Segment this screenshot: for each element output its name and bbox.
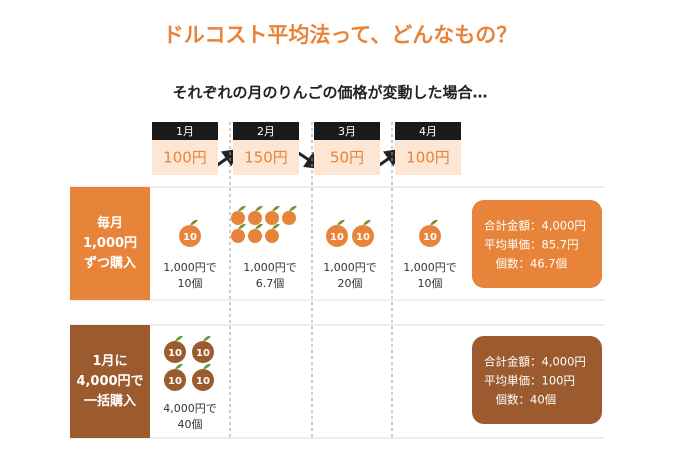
apple-leaf <box>190 219 198 225</box>
month-label: 3月 <box>338 125 356 138</box>
apple-leaf <box>203 335 211 341</box>
title: ドルコスト平均法って、どんなもの？ <box>163 23 517 47</box>
price-label: 100円 <box>163 149 207 167</box>
apple-label: 10 <box>183 232 197 243</box>
plan-label: ずつ購入 <box>84 255 136 271</box>
summary-line: 個数：46.7個 <box>484 257 567 271</box>
apple <box>248 229 262 243</box>
apple-label: 10 <box>168 376 182 387</box>
apple <box>282 211 296 225</box>
apple <box>352 225 374 247</box>
month-header <box>152 122 218 140</box>
summary-line: 個数：40個 <box>484 393 556 407</box>
apple <box>179 225 201 247</box>
plan-label-box <box>70 325 150 438</box>
apple-leaf <box>272 223 280 229</box>
plan-label: 4,000円で <box>76 374 143 389</box>
month-label: 1月 <box>176 125 194 138</box>
apple-leaf <box>337 219 345 225</box>
apple <box>164 369 186 391</box>
apple-leaf <box>175 335 183 341</box>
apple <box>192 369 214 391</box>
apple-leaf <box>272 205 280 211</box>
apple <box>231 211 245 225</box>
subtitle: それぞれの月のりんごの価格が変動した場合… <box>172 84 487 102</box>
purchase-text: 10個 <box>418 277 443 290</box>
price-label: 150円 <box>244 149 288 167</box>
apple <box>192 341 214 363</box>
purchase-text: 40個 <box>178 418 203 431</box>
price-box <box>314 140 380 175</box>
purchase-text: 1,000円で <box>403 261 457 274</box>
month-header <box>314 122 380 140</box>
apple-label: 10 <box>196 348 210 359</box>
summary-line: 合計金額：4,000円 <box>484 355 586 369</box>
apple <box>231 229 245 243</box>
plan-label: 毎月 <box>97 215 123 231</box>
apple-leaf <box>175 363 183 369</box>
apple <box>326 225 348 247</box>
row-lines <box>70 186 605 439</box>
plan-label: 一括購入 <box>84 393 136 409</box>
apple-leaf <box>289 205 297 211</box>
apple <box>265 229 279 243</box>
purchase-text: 1,000円で <box>243 261 297 274</box>
apple <box>164 341 186 363</box>
month-header <box>233 122 299 140</box>
summary-box <box>472 336 602 424</box>
apple <box>248 211 262 225</box>
apple-label: 10 <box>356 232 370 243</box>
summary-line: 合計金額：4,000円 <box>484 219 586 233</box>
apple <box>419 225 441 247</box>
apple-leaf <box>430 219 438 225</box>
plan-label: 1月に <box>92 354 127 369</box>
summary-box <box>472 200 602 288</box>
apple-leaf <box>255 223 263 229</box>
price-label: 100円 <box>406 149 450 167</box>
price-box <box>233 140 299 175</box>
purchase-text: 4,000円で <box>163 402 217 415</box>
plan-label: 1,000円 <box>83 236 137 251</box>
purchase-text: 6.7個 <box>256 277 285 290</box>
price-box <box>395 140 461 175</box>
month-header <box>395 122 461 140</box>
apple <box>265 211 279 225</box>
price-label: 50円 <box>330 149 364 167</box>
purchase-text: 1,000円で <box>163 261 217 274</box>
apple-label: 10 <box>196 376 210 387</box>
apple-label: 10 <box>168 348 182 359</box>
apple-label: 10 <box>423 232 437 243</box>
purchase-text: 10個 <box>178 277 203 290</box>
summary-line: 平均単価：85.7円 <box>484 238 579 252</box>
purchase-text: 20個 <box>338 277 363 290</box>
apple-leaf <box>363 219 371 225</box>
apple-leaf <box>238 205 246 211</box>
apple-leaf <box>255 205 263 211</box>
month-label: 4月 <box>419 125 437 138</box>
plan-label-box <box>70 187 150 300</box>
month-label: 2月 <box>257 125 275 138</box>
apple-label: 10 <box>330 232 344 243</box>
summary-line: 平均単価：100円 <box>484 374 575 388</box>
dashed-separators <box>229 122 393 440</box>
apple-leaf <box>238 223 246 229</box>
apple-leaf <box>203 363 211 369</box>
price-box <box>152 140 218 175</box>
purchase-text: 1,000円で <box>323 261 377 274</box>
